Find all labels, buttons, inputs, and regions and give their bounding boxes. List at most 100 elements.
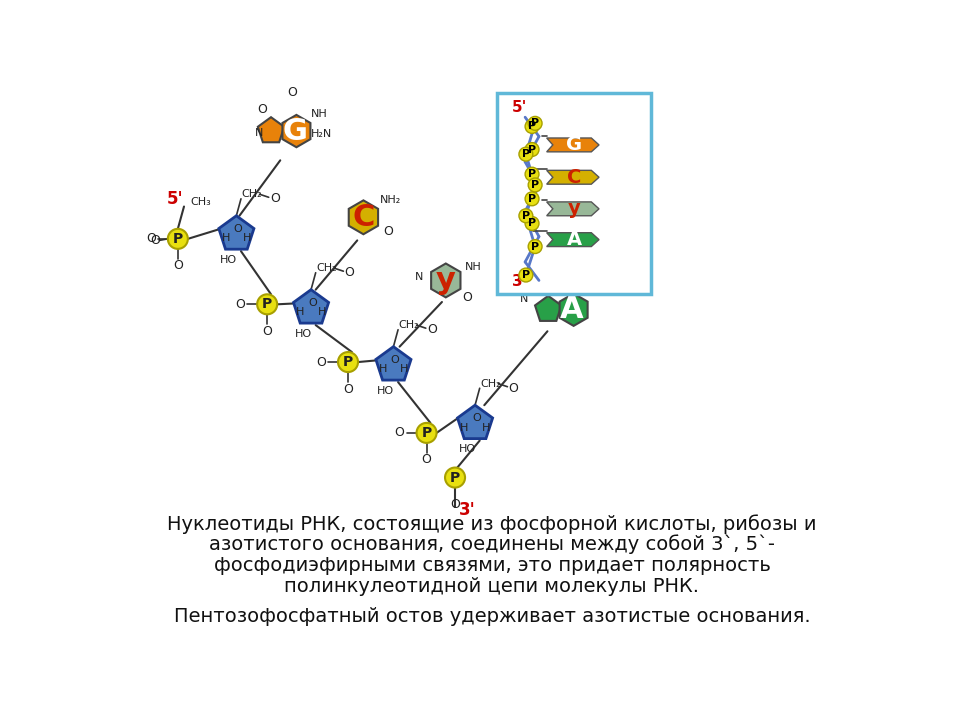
- Text: NH: NH: [465, 261, 481, 271]
- Circle shape: [528, 178, 542, 192]
- Polygon shape: [546, 202, 599, 216]
- Text: Нуклеотиды РНК, состоящие из фосфорной кислоты, рибозы и: Нуклеотиды РНК, состоящие из фосфорной к…: [167, 514, 817, 534]
- Text: O: O: [262, 325, 272, 338]
- Circle shape: [525, 120, 539, 133]
- Text: O: O: [345, 266, 354, 279]
- Polygon shape: [258, 117, 284, 143]
- Text: CH₂: CH₂: [242, 189, 262, 199]
- Text: O: O: [472, 413, 481, 423]
- Text: P: P: [173, 232, 183, 246]
- Polygon shape: [282, 115, 310, 147]
- Text: O: O: [450, 498, 460, 511]
- Text: P: P: [450, 471, 460, 485]
- Text: N: N: [255, 127, 264, 138]
- Polygon shape: [348, 200, 378, 234]
- Polygon shape: [546, 138, 599, 152]
- Text: O: O: [383, 225, 393, 238]
- Circle shape: [525, 143, 539, 156]
- Text: P: P: [522, 149, 530, 159]
- Circle shape: [257, 294, 277, 315]
- Polygon shape: [546, 171, 599, 184]
- Circle shape: [528, 240, 542, 253]
- Polygon shape: [560, 294, 588, 326]
- Text: H: H: [460, 423, 468, 433]
- Text: O: O: [391, 355, 399, 365]
- Text: A: A: [561, 295, 584, 324]
- Text: 3': 3': [512, 274, 527, 289]
- Text: N: N: [415, 271, 423, 282]
- Text: P: P: [531, 118, 540, 128]
- Text: HO: HO: [220, 255, 237, 265]
- Text: фосфодиэфирными связями, это придает полярность: фосфодиэфирными связями, это придает пол…: [213, 556, 771, 575]
- Polygon shape: [219, 216, 254, 249]
- Circle shape: [525, 167, 539, 181]
- Text: NH₂: NH₂: [586, 288, 607, 298]
- Text: O: O: [421, 454, 431, 467]
- Text: полинкулеотидной цепи молекулы РНК.: полинкулеотидной цепи молекулы РНК.: [284, 577, 700, 595]
- Text: O: O: [427, 323, 437, 336]
- Text: NH: NH: [311, 109, 328, 119]
- Circle shape: [168, 229, 188, 249]
- Polygon shape: [535, 296, 562, 321]
- Text: O: O: [395, 426, 404, 439]
- Text: G: G: [566, 135, 583, 154]
- Text: P: P: [528, 194, 536, 204]
- Text: O: O: [235, 298, 245, 311]
- Text: HO: HO: [295, 328, 312, 338]
- Text: P: P: [262, 297, 273, 311]
- FancyBboxPatch shape: [497, 94, 652, 294]
- Text: G: G: [282, 117, 307, 145]
- Circle shape: [519, 209, 533, 222]
- Text: 5': 5': [512, 101, 527, 115]
- Text: P: P: [528, 145, 536, 155]
- Text: NH₂: NH₂: [380, 195, 401, 205]
- Circle shape: [528, 117, 542, 130]
- Text: HO: HO: [377, 385, 395, 395]
- Text: O: O: [257, 103, 268, 116]
- Circle shape: [519, 147, 533, 161]
- Text: 3': 3': [459, 501, 476, 519]
- Text: P: P: [528, 169, 536, 179]
- Polygon shape: [294, 289, 328, 323]
- Text: H: H: [378, 364, 387, 374]
- Text: A: A: [566, 230, 582, 249]
- Text: O: O: [463, 291, 472, 304]
- Polygon shape: [546, 233, 599, 246]
- Text: O: O: [270, 192, 279, 205]
- Text: P: P: [528, 122, 536, 132]
- Text: HO: HO: [459, 444, 476, 454]
- Text: H: H: [482, 423, 490, 433]
- Circle shape: [417, 423, 437, 443]
- Text: у: у: [436, 266, 456, 295]
- Text: O: O: [509, 382, 518, 395]
- Text: CH₃: CH₃: [191, 197, 211, 207]
- Text: CH₂: CH₂: [480, 379, 501, 389]
- Text: O: O: [146, 233, 156, 246]
- Text: C: C: [352, 203, 374, 232]
- Polygon shape: [376, 346, 411, 380]
- Text: CH₂: CH₂: [316, 263, 337, 273]
- Text: 5': 5': [167, 190, 184, 208]
- Text: N: N: [520, 294, 529, 304]
- Text: O: O: [308, 298, 317, 307]
- Text: H: H: [400, 364, 408, 374]
- Text: O: O: [343, 382, 353, 395]
- Text: P: P: [528, 218, 536, 228]
- Circle shape: [525, 192, 539, 206]
- Text: P: P: [522, 211, 530, 221]
- Text: H: H: [318, 307, 326, 317]
- Text: C: C: [567, 168, 582, 186]
- Text: Пентозофосфатный остов удерживает азотистые основания.: Пентозофосфатный остов удерживает азотис…: [174, 607, 810, 626]
- Text: H: H: [243, 233, 252, 243]
- Text: O: O: [316, 356, 326, 369]
- Text: CH₂: CH₂: [398, 320, 420, 330]
- Circle shape: [445, 467, 465, 487]
- Polygon shape: [458, 405, 492, 438]
- Text: P: P: [421, 426, 432, 440]
- Text: H: H: [296, 307, 304, 317]
- Text: P: P: [531, 241, 540, 251]
- Text: P: P: [522, 270, 530, 280]
- Circle shape: [519, 268, 533, 282]
- Text: H: H: [222, 233, 229, 243]
- Text: P: P: [343, 355, 353, 369]
